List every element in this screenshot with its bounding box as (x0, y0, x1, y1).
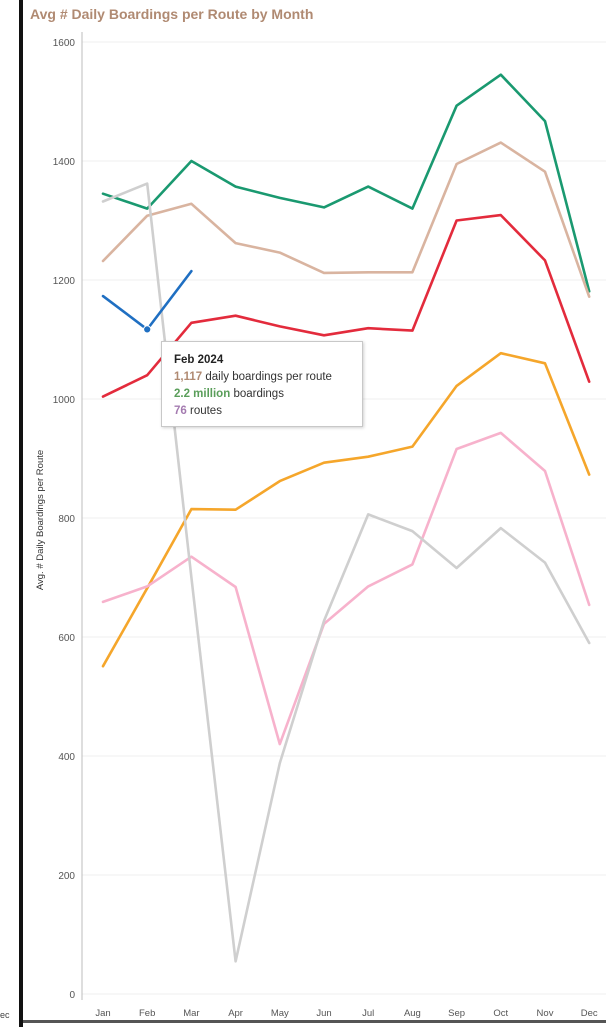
x-tick-aug: Aug (404, 1008, 421, 1019)
line-chart[interactable]: 0 200 400 600 800 1000 1200 1400 1600 Jan Feb Mar A… (23, 0, 606, 1027)
x-tick-mar: Mar (183, 1008, 199, 1019)
panel-divider (19, 0, 23, 1027)
series-line-2 (101, 141, 591, 298)
y-tick-1000: 1000 (53, 395, 76, 406)
grid-lines (82, 41, 606, 995)
series-line-5 (101, 431, 591, 746)
series-line-3 (101, 213, 591, 398)
x-tick-feb: Feb (139, 1008, 155, 1019)
chart-bottom-border (23, 1020, 606, 1023)
left-panel-tick-fragment: ec (0, 1010, 10, 1020)
x-tick-jan: Jan (95, 1008, 110, 1019)
tooltip-value-routes: 76 (174, 405, 187, 417)
series-line-1 (101, 73, 591, 293)
tooltip-text-boardings: boardings (230, 388, 284, 400)
series-lines (101, 73, 591, 963)
tooltip-line-boardings: 2.2 million boardings (174, 386, 350, 403)
x-tick-apr: Apr (228, 1008, 243, 1019)
y-tick-1200: 1200 (53, 276, 76, 287)
y-axis-label: Avg. # Daily Boardings per Route (35, 450, 46, 590)
tooltip-title: Feb 2024 (174, 354, 224, 366)
x-tick-sep: Sep (448, 1008, 465, 1019)
x-tick-nov: Nov (537, 1008, 554, 1019)
x-tick-labels: Jan Feb Mar Apr May Jun Jul Aug Sep Oct Nov Dec (95, 1008, 598, 1019)
y-tick-800: 800 (58, 514, 75, 525)
y-tick-400: 400 (58, 752, 75, 763)
y-tick-1400: 1400 (53, 157, 76, 168)
y-tick-0: 0 (69, 990, 75, 1001)
y-tick-1600: 1600 (53, 38, 76, 49)
tooltip-value-per-route: 1,117 (174, 371, 203, 383)
x-tick-jul: Jul (362, 1008, 374, 1019)
chart-title: Avg # Daily Boardings per Route by Month (30, 6, 314, 22)
y-tick-labels: 0 200 400 600 800 1000 1200 1400 1600 (53, 38, 76, 1001)
tooltip-line-boardings-per-route: 1,117 daily boardings per route (174, 369, 350, 386)
left-panel (0, 0, 20, 1027)
tooltip-value-boardings: 2.2 million (174, 388, 231, 400)
y-tick-600: 600 (58, 633, 75, 644)
x-tick-dec: Dec (581, 1008, 598, 1019)
tooltip-text-routes: routes (186, 405, 222, 417)
series-line-6 (101, 182, 591, 963)
x-tick-jun: Jun (316, 1008, 331, 1019)
tooltip: Feb 2024 1,117 daily boardings per route… (161, 341, 363, 427)
highlight-point[interactable] (143, 325, 152, 334)
highlight-point-feb[interactable] (143, 325, 152, 334)
tooltip-text-per-route: daily boardings per route (202, 371, 332, 383)
tooltip-line-routes: 76 routes (174, 403, 350, 420)
x-tick-oct: Oct (493, 1008, 508, 1019)
y-tick-200: 200 (58, 871, 75, 882)
x-tick-may: May (271, 1008, 289, 1019)
